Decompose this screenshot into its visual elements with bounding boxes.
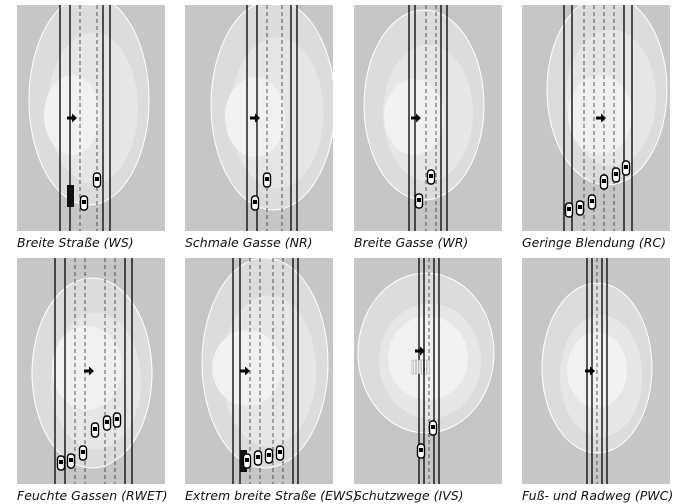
light-core: [52, 326, 122, 410]
scene-panel: [17, 258, 165, 484]
arrow: [411, 113, 421, 123]
truck: [67, 185, 74, 207]
car-window: [590, 199, 594, 203]
crosswalk: [415, 359, 417, 375]
scene-panel: [522, 258, 670, 484]
caption: Feuchte Gassen (RWET): [17, 488, 168, 503]
car-window: [278, 450, 282, 454]
car-window: [602, 179, 606, 183]
car-window: [578, 205, 582, 209]
arrow: [84, 366, 94, 376]
car-window: [69, 458, 73, 462]
car-window: [431, 425, 435, 429]
car-window: [429, 174, 433, 178]
car-window: [419, 448, 423, 452]
car-window: [253, 200, 257, 204]
scene-panel: [185, 5, 333, 231]
caption: Schmale Gasse (NR): [185, 235, 313, 250]
crosswalk: [411, 359, 414, 375]
light-core: [388, 316, 468, 400]
arrow: [240, 366, 250, 376]
caption: Extrem breite Straße (EWS): [185, 488, 359, 503]
car-window: [95, 177, 99, 181]
car-window: [624, 165, 628, 169]
car-window: [265, 177, 269, 181]
light-core: [568, 75, 632, 155]
scene-panel: [354, 258, 502, 484]
caption: Schutzwege (IVS): [354, 488, 464, 503]
caption: Breite Gasse (WR): [354, 235, 469, 250]
car-window: [245, 458, 249, 462]
car-window: [93, 427, 97, 431]
scene-panel: [354, 5, 502, 231]
arrow: [67, 113, 77, 123]
car-window: [417, 198, 421, 202]
car-window: [256, 455, 260, 459]
crosswalk: [424, 359, 427, 375]
crosswalk: [421, 359, 424, 375]
car-window: [81, 450, 85, 454]
arrow: [415, 346, 425, 356]
car-window: [105, 420, 109, 424]
car-window: [115, 417, 119, 421]
caption: Breite Straße (WS): [17, 235, 134, 250]
scene-panel: [522, 5, 670, 231]
car-window: [82, 200, 86, 204]
car-window: [267, 453, 271, 457]
car-window: [614, 172, 618, 176]
arrow: [585, 366, 595, 376]
light-core: [212, 330, 282, 406]
arrow: [250, 113, 260, 123]
scene-panel: [185, 258, 333, 484]
car-window: [59, 460, 63, 464]
crosswalk: [427, 359, 430, 375]
scene-panel: [17, 5, 165, 231]
arrow: [596, 113, 606, 123]
caption: Geringe Blendung (RC): [522, 235, 667, 250]
crosswalk: [418, 359, 421, 375]
car-window: [567, 207, 571, 211]
caption: Fuß- und Radweg (PWC): [522, 488, 674, 503]
